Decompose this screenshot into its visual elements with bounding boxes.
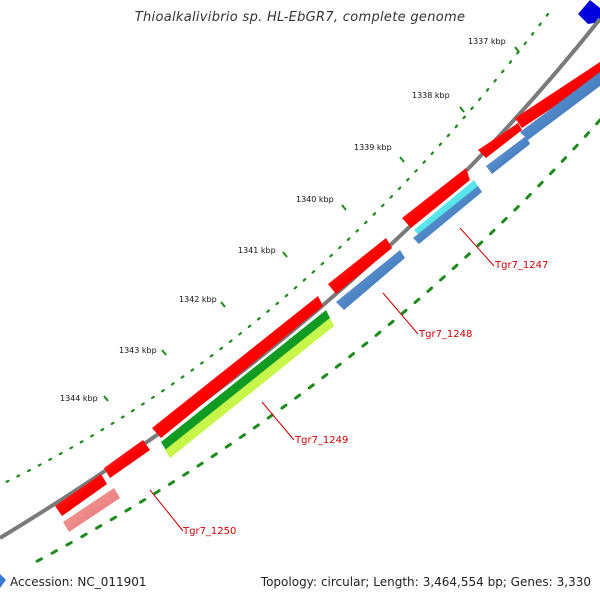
cds-arrow[interactable] <box>478 123 522 158</box>
genes-label: Genes: <box>510 575 553 589</box>
topology-label: Topology: <box>260 575 317 589</box>
cds-arrow[interactable] <box>55 474 107 516</box>
scale-dotted-ring <box>2 12 550 485</box>
genome-stats: Topology: circular; Length: 3,464,554 bp; … <box>260 575 591 589</box>
cds-arrow[interactable] <box>402 168 470 228</box>
gc-dashed-ring <box>28 118 600 567</box>
length-value: 3,464,554 bp <box>422 575 503 589</box>
cog-feature-lime[interactable] <box>165 318 334 458</box>
genome-backbone <box>0 17 600 540</box>
accession-marker-icon <box>0 574 6 588</box>
genome-title: Thioalkalivibrio sp. HL-EbGR7, complete … <box>134 10 466 25</box>
cds-arrow[interactable] <box>515 62 600 128</box>
cog-feature-blue[interactable] <box>413 186 482 244</box>
gene-label-tgr7-1247[interactable]: Tgr7_1247 <box>494 260 548 271</box>
cog-feature-blue[interactable] <box>520 72 600 140</box>
scale-tick-label: 1337 kbp <box>468 37 506 46</box>
forward-strand-genes[interactable] <box>55 62 600 516</box>
gene-label-leaders <box>149 227 495 532</box>
scale-tick-label: 1340 kbp <box>296 195 334 204</box>
cog-feature-blue[interactable] <box>336 250 405 310</box>
cog-feature-pink[interactable] <box>63 488 120 532</box>
topology-value: circular <box>320 575 366 589</box>
accession-info: Accession: NC_011901 <box>10 575 147 589</box>
scale-tick-label: 1339 kbp <box>354 143 392 152</box>
cog-track[interactable] <box>63 72 600 532</box>
genes-value: 3,330 <box>556 575 591 589</box>
scale-tick-label: 1343 kbp <box>119 346 157 355</box>
accession-value: NC_011901 <box>77 575 147 589</box>
gene-label-tgr7-1248[interactable]: Tgr7_1248 <box>418 329 472 340</box>
length-label: Length: <box>373 575 419 589</box>
cds-arrow[interactable] <box>328 238 392 294</box>
accession-label: Accession: <box>10 575 74 589</box>
cds-arrow[interactable] <box>152 296 323 438</box>
scale-tick-label: 1342 kbp <box>179 295 217 304</box>
cds-arrow[interactable] <box>104 440 150 478</box>
scale-tick-label: 1341 kbp <box>238 246 276 255</box>
cog-feature-cyan[interactable] <box>414 180 478 236</box>
scale-major-ticks <box>103 46 520 402</box>
scale-tick-label: 1344 kbp <box>60 394 98 403</box>
gene-label-tgr7-1250[interactable]: Tgr7_1250 <box>182 526 236 537</box>
scale-tick-label: 1338 kbp <box>412 91 450 100</box>
cog-feature-blue[interactable] <box>486 136 530 174</box>
gene-label-tgr7-1249[interactable]: Tgr7_1249 <box>294 435 348 446</box>
cog-feature-green[interactable] <box>161 310 330 450</box>
position-marker-icon[interactable] <box>578 0 600 24</box>
